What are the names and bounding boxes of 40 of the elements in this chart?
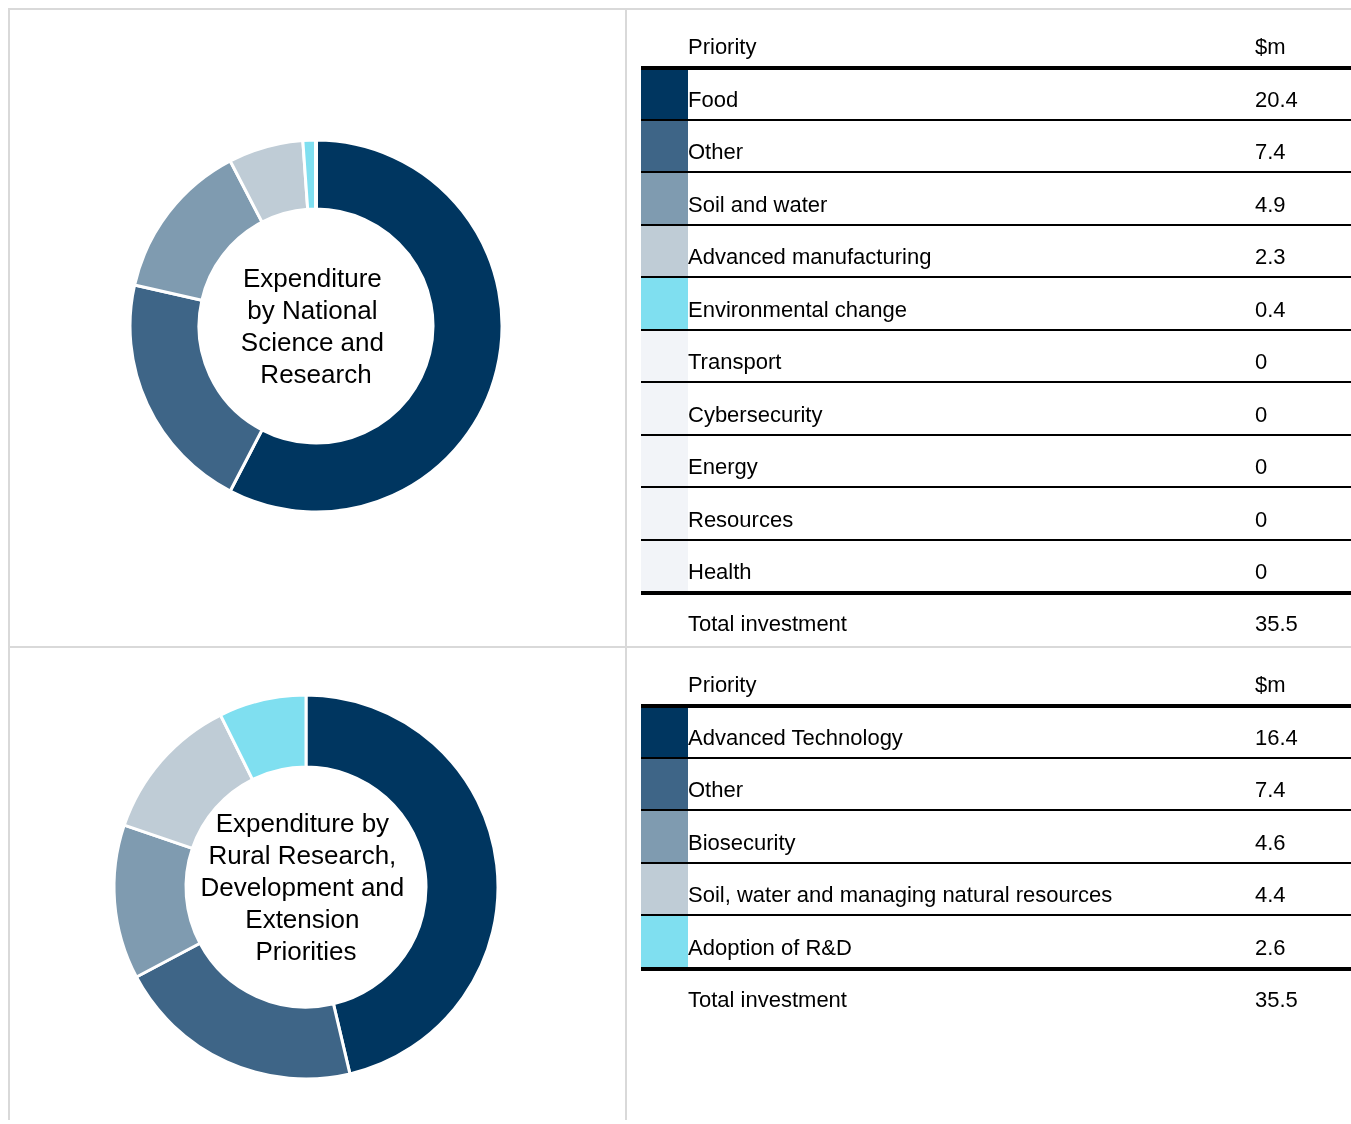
text: Total investment bbox=[688, 986, 848, 1014]
legend-label: Soil and water bbox=[688, 191, 829, 219]
legend-label: Environmental change bbox=[688, 296, 908, 324]
legend-label: Other bbox=[688, 777, 745, 804]
legend-label: Resources bbox=[688, 506, 795, 534]
legend-label: Health bbox=[688, 559, 753, 586]
legend-label: Adoption of R&D bbox=[688, 934, 853, 962]
data-label: 4.9 bbox=[1255, 191, 1287, 219]
text: Expenditure by Rural Research, Development and Extension Priorities bbox=[200, 808, 412, 966]
text: 0 bbox=[1255, 349, 1268, 374]
text: 0 bbox=[1255, 454, 1268, 479]
text: Expenditure by National Science and Research bbox=[240, 263, 392, 389]
text: 0 bbox=[1255, 401, 1268, 427]
data-label: 0.4 bbox=[1255, 296, 1287, 324]
text: 35.5 bbox=[1255, 986, 1298, 1012]
text: $m bbox=[1255, 34, 1287, 61]
data-label: 2.6 bbox=[1255, 934, 1287, 962]
data-label: 7.4 bbox=[1255, 139, 1287, 166]
legend-label: Advanced Technology bbox=[688, 724, 904, 752]
legend-label: Energy bbox=[688, 454, 759, 481]
legend-label: Advanced manufacturing bbox=[688, 244, 933, 271]
data-label: 4.6 bbox=[1255, 829, 1287, 857]
data-label: 4.4 bbox=[1255, 882, 1287, 909]
text: 0 bbox=[1255, 559, 1268, 584]
legend-label: Cybersecurity bbox=[688, 401, 824, 429]
legend-title: Priority bbox=[688, 672, 758, 699]
legend-title: Priority bbox=[688, 34, 758, 61]
text: Total investment bbox=[688, 611, 848, 638]
data-label: 7.4 bbox=[1255, 777, 1287, 804]
text: $m bbox=[1255, 672, 1287, 699]
data-label: 2.3 bbox=[1255, 244, 1287, 271]
data-label: 20.4 bbox=[1255, 86, 1299, 114]
legend-label: Soil, water and managing natural resources bbox=[688, 882, 1114, 909]
legend-label: Transport bbox=[688, 349, 783, 376]
data-label: 16.4 bbox=[1255, 724, 1299, 752]
text: 0 bbox=[1255, 506, 1268, 532]
legend-label: Food bbox=[688, 86, 740, 114]
legend-label: Biosecurity bbox=[688, 829, 797, 857]
legend-label: Other bbox=[688, 139, 745, 166]
text: 35.5 bbox=[1255, 611, 1298, 636]
